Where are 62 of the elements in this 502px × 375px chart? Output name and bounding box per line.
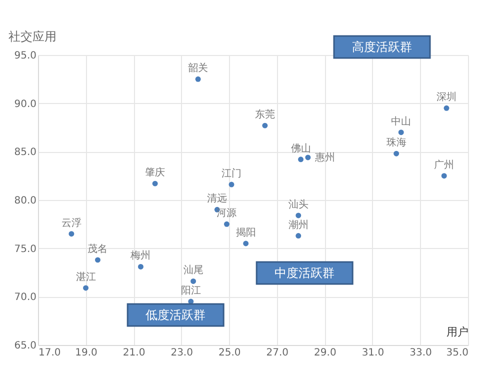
annotation: 中度活跃群 xyxy=(274,266,335,280)
text: 高度活跃群 xyxy=(352,40,412,54)
y-tick-label: 95.0 xyxy=(14,50,36,62)
annotation: 惠州 xyxy=(314,151,335,164)
point xyxy=(296,212,302,218)
annotation: 广州 xyxy=(434,158,454,171)
x-tick-label: 31.0 xyxy=(362,348,384,358)
annotation: 中山 xyxy=(391,115,412,128)
point xyxy=(138,264,144,270)
x-tick-label: 25.0 xyxy=(218,348,241,358)
annotation: 低度活跃群 xyxy=(146,308,206,322)
annotation: 清远 xyxy=(207,192,228,205)
point xyxy=(394,150,400,156)
x-tick-label: 17.0 xyxy=(38,348,61,358)
x-tick-label: 33.0 xyxy=(410,348,432,358)
x-tick-label: 21.0 xyxy=(122,348,146,358)
y-tick-label: 85.0 xyxy=(14,147,36,158)
point xyxy=(444,105,450,111)
annotation: 汕尾 xyxy=(183,264,204,276)
point xyxy=(228,182,234,188)
y-tick-label: 90.0 xyxy=(14,98,36,110)
y-tick-label: 80.0 xyxy=(14,196,36,206)
point xyxy=(190,278,196,284)
point xyxy=(68,231,74,237)
y-tick-label: 65.0 xyxy=(14,340,36,352)
point xyxy=(298,156,304,162)
annotation: 珠海 xyxy=(386,136,406,149)
annotation: 肇庆 xyxy=(145,166,166,179)
x-tick-label: 27.0 xyxy=(266,348,289,358)
x-tick-label: 19.0 xyxy=(75,348,98,358)
point xyxy=(441,173,447,179)
point xyxy=(224,221,230,227)
point xyxy=(152,180,158,186)
annotation: 梅州 xyxy=(130,250,151,262)
annotation: 湛江 xyxy=(76,270,96,283)
annotation: 阳江 xyxy=(180,284,201,296)
annotation: 汕头 xyxy=(288,198,308,210)
x-tick-label: 23.0 xyxy=(170,348,193,358)
point xyxy=(398,130,404,136)
y-tick-label: 75.0 xyxy=(14,244,36,255)
point xyxy=(94,257,100,263)
annotation: 河源 xyxy=(216,207,237,220)
point xyxy=(243,240,249,246)
point xyxy=(296,233,302,238)
annotation: 深圳 xyxy=(436,91,456,104)
annotation: 佛山 xyxy=(290,142,311,154)
annotation: 潮州 xyxy=(288,218,308,231)
point xyxy=(195,76,201,82)
annotation: 东莞 xyxy=(254,108,275,121)
x-axis-title: 用户 xyxy=(446,326,468,338)
annotation: 江门 xyxy=(222,168,242,180)
annotation: 韶关 xyxy=(188,62,208,74)
annotation: 揭阳 xyxy=(236,226,256,238)
annotation: 茂名 xyxy=(88,242,108,255)
y-tick-label: 70.0 xyxy=(14,292,36,304)
annotation: 云浮 xyxy=(61,216,82,229)
y-axis-title: 社交应用 xyxy=(8,30,56,44)
x-tick-label: 35.0 xyxy=(446,348,468,358)
point xyxy=(305,154,311,160)
x-tick-label: 29.0 xyxy=(314,348,336,358)
point xyxy=(83,285,89,291)
point xyxy=(262,122,268,128)
